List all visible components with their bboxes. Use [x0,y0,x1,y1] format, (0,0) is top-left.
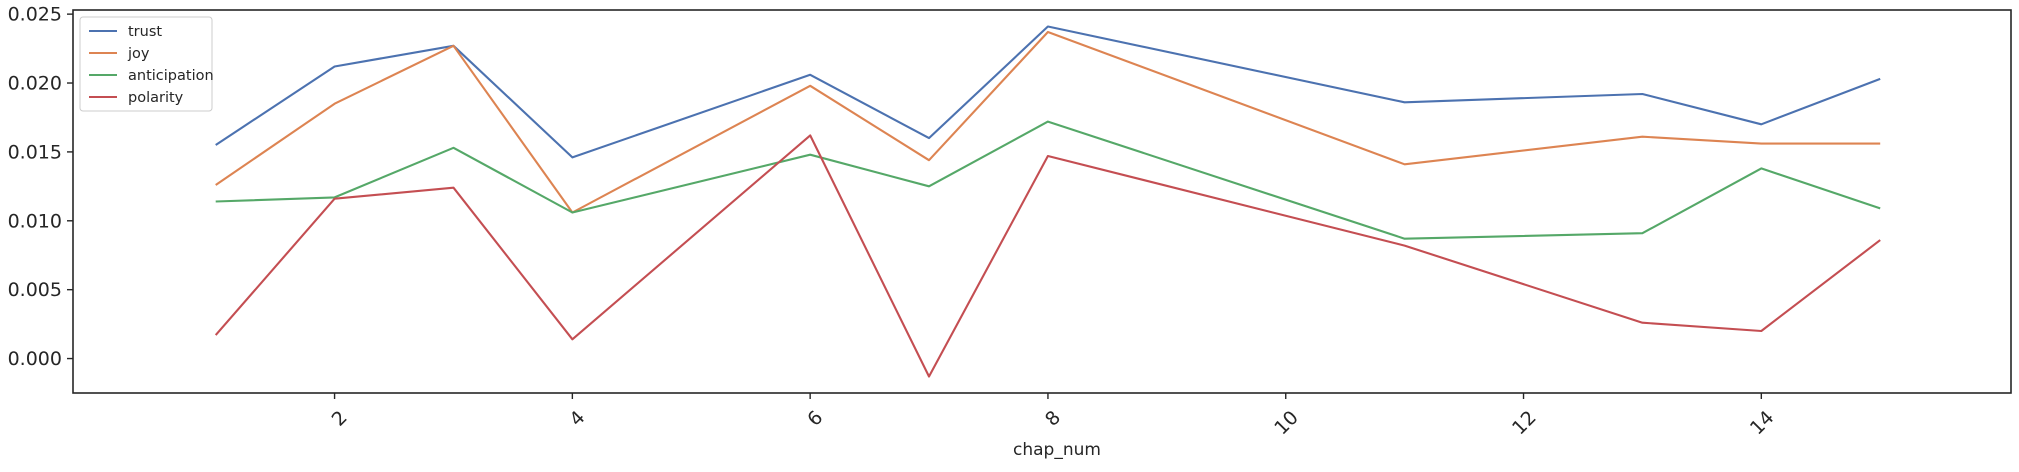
x-tick-label: 14 [1746,407,1779,440]
x-tick-label: 2 [328,407,352,431]
x-axis-ticks: 2 4 6 8 10 12 14 [328,393,1779,439]
y-axis-ticks: 0.000 0.005 0.010 0.015 0.020 0.025 [8,4,73,370]
y-tick-label: 0.025 [8,4,62,26]
x-tick-label: 12 [1508,407,1541,440]
plot-frame [73,10,2011,393]
x-tick-label: 10 [1270,407,1303,440]
legend: trust joy anticipation polarity [80,17,214,111]
legend-label-trust: trust [128,24,162,40]
legend-label-joy: joy [127,46,150,62]
y-tick-label: 0.010 [8,210,62,232]
x-axis-label: chap_num [1013,440,1101,460]
x-tick-label: 8 [1041,407,1065,431]
y-tick-label: 0.000 [8,348,62,370]
series-layer [216,27,1881,377]
legend-label-anticipation: anticipation [128,68,214,84]
y-tick-label: 0.015 [8,141,62,163]
x-tick-label: 6 [803,407,827,431]
series-line-anticipation [216,122,1881,239]
y-tick-label: 0.020 [8,73,62,95]
y-tick-label: 0.005 [8,279,62,301]
series-line-polarity [216,135,1881,376]
x-tick-label: 4 [565,407,589,431]
legend-label-polarity: polarity [128,90,184,106]
